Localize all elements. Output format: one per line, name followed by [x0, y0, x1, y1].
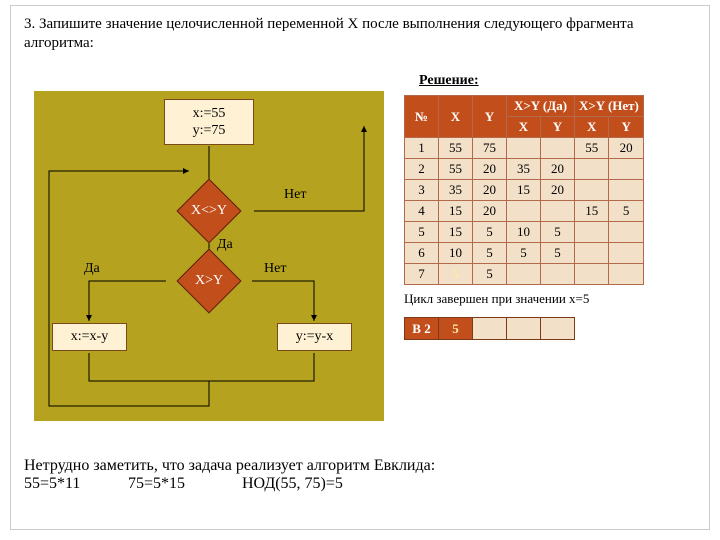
table-cell — [541, 264, 575, 285]
table-cell: 3 — [405, 180, 439, 201]
assign-right: y:=y-x — [277, 323, 352, 351]
table-cell: 20 — [541, 180, 575, 201]
answer-empty-1 — [473, 318, 507, 340]
table-cell: 6 — [405, 243, 439, 264]
assign-left-text: x:=x-y — [71, 328, 108, 346]
assign-left: x:=x-y — [52, 323, 127, 351]
table-cell — [575, 180, 609, 201]
table-cell: 35 — [507, 159, 541, 180]
table-cell: 2 — [405, 159, 439, 180]
concl-p1: 55=5*11 — [24, 475, 124, 493]
table-cell: 5 — [541, 222, 575, 243]
th-y: Y — [473, 96, 507, 138]
cond2-text: X>Y — [195, 273, 223, 289]
conclusion: Нетрудно заметить, что задача реализует … — [24, 457, 435, 493]
table-cell: 5 — [439, 264, 473, 285]
table-cell: 5 — [473, 264, 507, 285]
init-line1: x:=55 — [193, 105, 226, 123]
answer-empty-2 — [507, 318, 541, 340]
th-yes: X>Y (Да) — [507, 96, 575, 117]
table-cell: 10 — [439, 243, 473, 264]
cond1-text: X<>Y — [191, 203, 227, 219]
table-cell: 20 — [473, 180, 507, 201]
answer-row: В 2 5 — [404, 317, 644, 340]
table-cell — [507, 138, 541, 159]
table-cell: 5 — [507, 243, 541, 264]
table-cell: 55 — [575, 138, 609, 159]
table-cell — [609, 180, 643, 201]
table-cell: 55 — [439, 138, 473, 159]
solution-heading: Решение: — [419, 73, 479, 89]
table-cell: 20 — [609, 138, 643, 159]
label-no-1: Нет — [284, 187, 306, 203]
answer-table: В 2 5 — [404, 317, 575, 340]
table-cell: 1 — [405, 138, 439, 159]
th-sub-x2: X — [575, 117, 609, 138]
th-sub-y2: Y — [609, 117, 643, 138]
conclusion-line1: Нетрудно заметить, что задача реализует … — [24, 457, 435, 475]
table-cell: 55 — [439, 159, 473, 180]
trace-area: № X Y X>Y (Да) X>Y (Нет) X Y X Y 1557555… — [404, 95, 644, 340]
table-cell: 20 — [473, 159, 507, 180]
table-cell: 75 — [473, 138, 507, 159]
label-yes-2: Да — [84, 261, 100, 277]
table-cell — [609, 264, 643, 285]
flowchart: x:=55 y:=75 X<>Y X>Y x:=x-y y:=y-x Нет Д… — [34, 91, 384, 421]
th-x: X — [439, 96, 473, 138]
trace-table: № X Y X>Y (Да) X>Y (Нет) X Y X Y 1557555… — [404, 95, 644, 285]
table-cell: 15 — [507, 180, 541, 201]
table-cell — [507, 264, 541, 285]
conclusion-line2: 55=5*11 75=5*15 НОД(55, 75)=5 — [24, 475, 435, 493]
table-cell: 5 — [541, 243, 575, 264]
table-cell — [507, 201, 541, 222]
init-line2: y:=75 — [193, 122, 226, 140]
table-cell: 15 — [439, 222, 473, 243]
table-cell — [575, 264, 609, 285]
table-cell — [609, 222, 643, 243]
table-cell — [575, 243, 609, 264]
th-sub-y1: Y — [541, 117, 575, 138]
answer-empty-3 — [541, 318, 575, 340]
table-cell: 5 — [473, 222, 507, 243]
content: 3. Запишите значение целочисленной перем… — [24, 15, 700, 520]
table-cell: 20 — [541, 159, 575, 180]
table-cell — [575, 159, 609, 180]
init-block: x:=55 y:=75 — [164, 99, 254, 145]
table-cell: 15 — [575, 201, 609, 222]
table-cell: 5 — [609, 201, 643, 222]
table-cell — [609, 243, 643, 264]
table-cell: 5 — [473, 243, 507, 264]
label-no-2: Нет — [264, 261, 286, 277]
th-no: X>Y (Нет) — [575, 96, 644, 117]
table-cell: 35 — [439, 180, 473, 201]
table-cell: 10 — [507, 222, 541, 243]
table-cell — [575, 222, 609, 243]
table-cell — [541, 201, 575, 222]
cond1-wrap: X<>Y — [164, 189, 254, 233]
table-cell: 5 — [405, 222, 439, 243]
answer-value: 5 — [439, 318, 473, 340]
cycle-done-text: Цикл завершен при значении x=5 — [404, 291, 644, 307]
answer-label: В 2 — [405, 318, 439, 340]
concl-p2: 75=5*15 — [128, 475, 238, 493]
th-sub-x1: X — [507, 117, 541, 138]
task-text: 3. Запишите значение целочисленной перем… — [24, 15, 700, 53]
label-yes-1: Да — [217, 237, 233, 253]
assign-right-text: y:=y-x — [296, 328, 333, 346]
concl-p3: НОД(55, 75)=5 — [242, 475, 343, 493]
th-num: № — [405, 96, 439, 138]
table-cell — [541, 138, 575, 159]
table-cell — [609, 159, 643, 180]
cond2-wrap: X>Y — [164, 259, 254, 303]
table-cell: 20 — [473, 201, 507, 222]
table-cell: 15 — [439, 201, 473, 222]
table-cell: 7 — [405, 264, 439, 285]
table-cell: 4 — [405, 201, 439, 222]
